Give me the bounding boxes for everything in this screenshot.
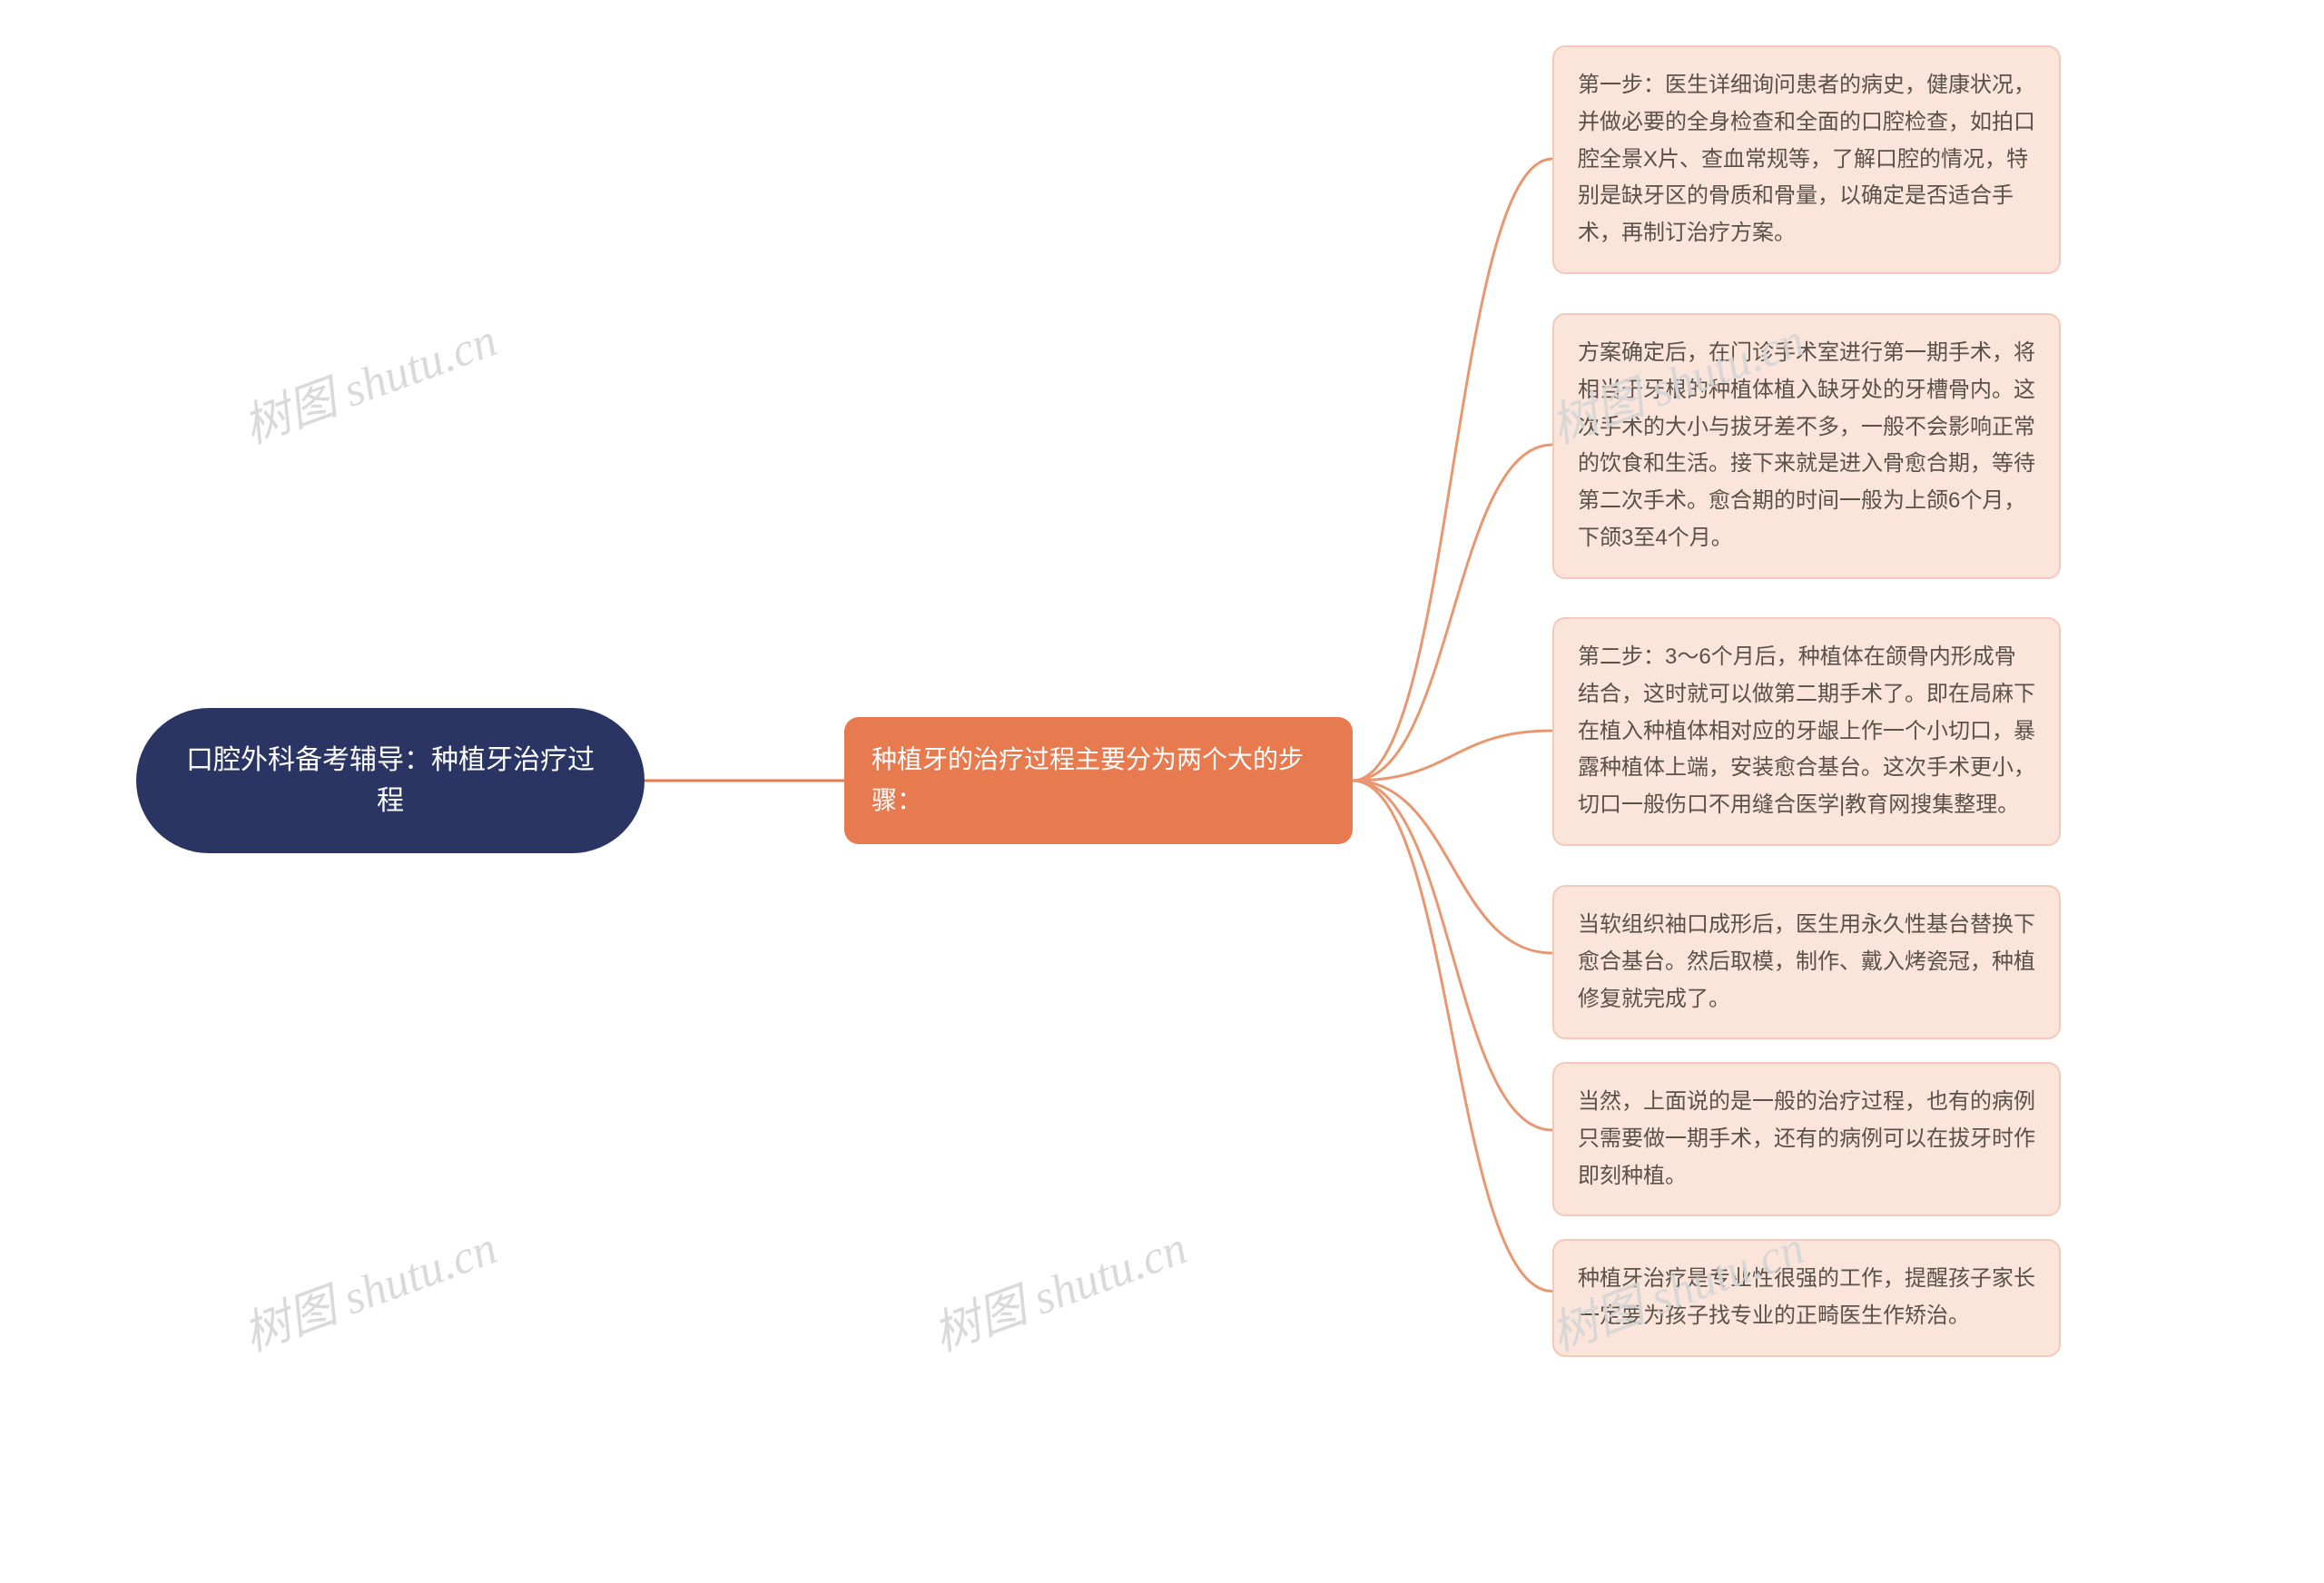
leaf-node-text: 方案确定后，在门诊手术室进行第一期手术，将相当于牙根的种植体植入缺牙处的牙槽骨内… <box>1578 335 2035 557</box>
leaf-node-text: 当然，上面说的是一般的治疗过程，也有的病例只需要做一期手术，还有的病例可以在拔牙… <box>1578 1084 2035 1195</box>
mid-node-text: 种植牙的治疗过程主要分为两个大的步骤： <box>872 740 1325 821</box>
leaf-node-text: 第二步：3～6个月后，种植体在颌骨内形成骨结合，这时就可以做第二期手术了。即在局… <box>1578 639 2035 824</box>
mid-node: 种植牙的治疗过程主要分为两个大的步骤： <box>844 717 1353 844</box>
root-node: 口腔外科备考辅导：种植牙治疗过程 <box>136 708 645 853</box>
leaf-node: 方案确定后，在门诊手术室进行第一期手术，将相当于牙根的种植体植入缺牙处的牙槽骨内… <box>1552 313 2061 579</box>
leaf-node-text: 种植牙治疗是专业性很强的工作，提醒孩子家长一定要为孩子找专业的正畸医生作矫治。 <box>1578 1261 2035 1335</box>
watermark-text: 树图 shutu.cn <box>922 1209 1195 1363</box>
watermark-text: 树图 shutu.cn <box>232 1209 505 1363</box>
leaf-node: 当软组织袖口成形后，医生用永久性基台替换下愈合基台。然后取模，制作、戴入烤瓷冠，… <box>1552 885 2061 1039</box>
root-node-text: 口腔外科备考辅导：种植牙治疗过程 <box>182 740 599 821</box>
leaf-node-text: 第一步：医生详细询问患者的病史，健康状况，并做必要的全身检查和全面的口腔检查，如… <box>1578 67 2035 252</box>
watermark-text: 树图 shutu.cn <box>232 301 505 456</box>
leaf-node: 种植牙治疗是专业性很强的工作，提醒孩子家长一定要为孩子找专业的正畸医生作矫治。 <box>1552 1239 2061 1357</box>
leaf-node: 第二步：3～6个月后，种植体在颌骨内形成骨结合，这时就可以做第二期手术了。即在局… <box>1552 617 2061 846</box>
leaf-node-text: 当软组织袖口成形后，医生用永久性基台替换下愈合基台。然后取模，制作、戴入烤瓷冠，… <box>1578 907 2035 1018</box>
leaf-node: 第一步：医生详细询问患者的病史，健康状况，并做必要的全身检查和全面的口腔检查，如… <box>1552 45 2061 274</box>
leaf-node: 当然，上面说的是一般的治疗过程，也有的病例只需要做一期手术，还有的病例可以在拔牙… <box>1552 1062 2061 1216</box>
